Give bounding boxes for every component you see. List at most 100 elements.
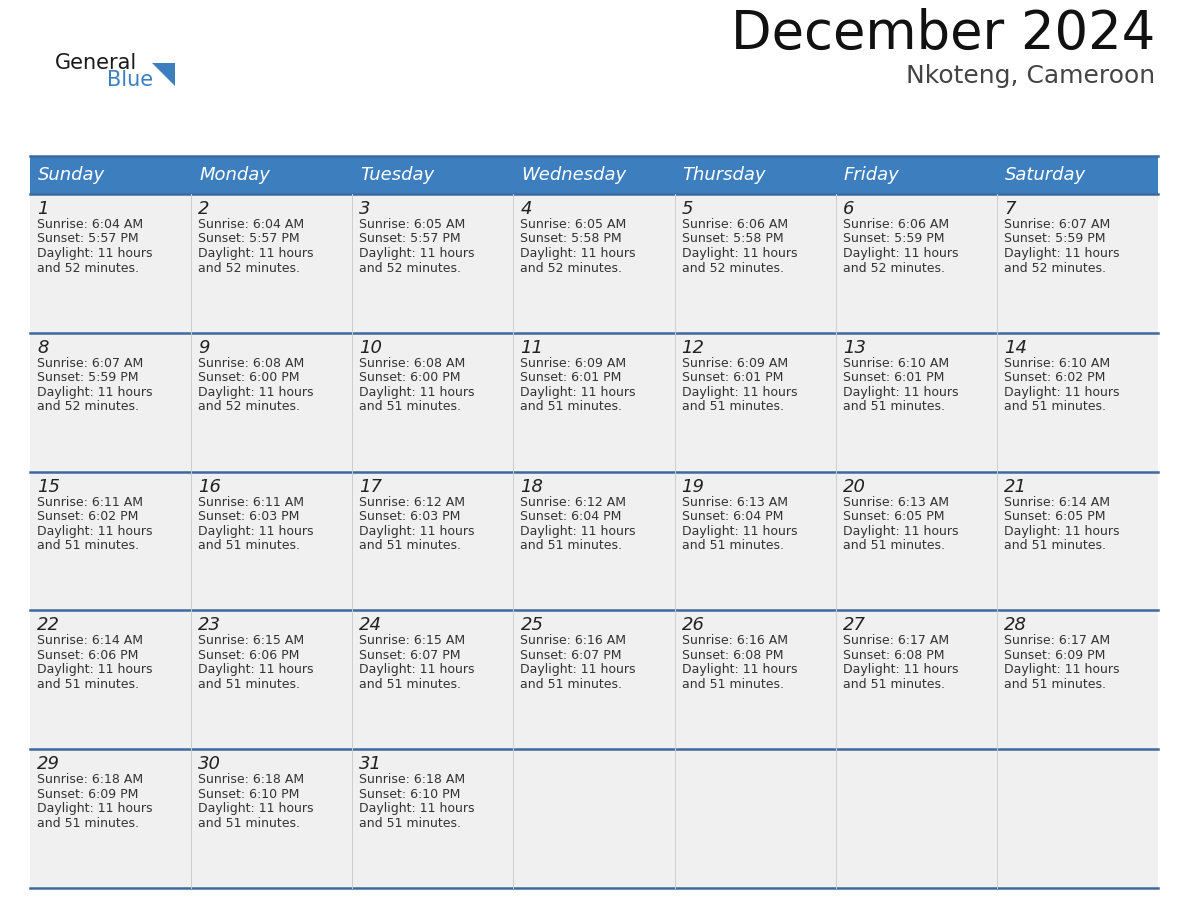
Text: Daylight: 11 hours: Daylight: 11 hours: [198, 664, 314, 677]
Text: 21: 21: [1004, 477, 1026, 496]
Text: General: General: [55, 53, 138, 73]
Text: and 52 minutes.: and 52 minutes.: [842, 262, 944, 274]
Text: Daylight: 11 hours: Daylight: 11 hours: [359, 247, 475, 260]
Text: Sunset: 6:04 PM: Sunset: 6:04 PM: [682, 510, 783, 523]
Text: Daylight: 11 hours: Daylight: 11 hours: [1004, 386, 1119, 398]
Text: Daylight: 11 hours: Daylight: 11 hours: [842, 524, 959, 538]
Text: Sunrise: 6:18 AM: Sunrise: 6:18 AM: [37, 773, 143, 786]
Text: and 51 minutes.: and 51 minutes.: [520, 539, 623, 552]
Text: 25: 25: [520, 616, 543, 634]
Text: Sunrise: 6:07 AM: Sunrise: 6:07 AM: [37, 357, 144, 370]
Text: Daylight: 11 hours: Daylight: 11 hours: [198, 524, 314, 538]
Bar: [30, 194, 1158, 333]
Text: Sunrise: 6:11 AM: Sunrise: 6:11 AM: [198, 496, 304, 509]
Text: Daylight: 11 hours: Daylight: 11 hours: [1004, 524, 1119, 538]
Text: 16: 16: [198, 477, 221, 496]
Text: 17: 17: [359, 477, 383, 496]
Bar: [30, 156, 191, 194]
Text: Daylight: 11 hours: Daylight: 11 hours: [359, 802, 475, 815]
Polygon shape: [152, 63, 175, 86]
Text: and 51 minutes.: and 51 minutes.: [520, 677, 623, 691]
Text: and 52 minutes.: and 52 minutes.: [1004, 262, 1106, 274]
Text: 23: 23: [198, 616, 221, 634]
Text: 5: 5: [682, 200, 693, 218]
Text: Daylight: 11 hours: Daylight: 11 hours: [682, 524, 797, 538]
Text: 14: 14: [1004, 339, 1026, 357]
Text: Saturday: Saturday: [1005, 166, 1086, 184]
Text: and 51 minutes.: and 51 minutes.: [1004, 677, 1106, 691]
Text: Sunset: 6:08 PM: Sunset: 6:08 PM: [842, 649, 944, 662]
Text: Sunrise: 6:17 AM: Sunrise: 6:17 AM: [1004, 634, 1110, 647]
Text: 10: 10: [359, 339, 383, 357]
Text: Daylight: 11 hours: Daylight: 11 hours: [520, 386, 636, 398]
Text: 8: 8: [37, 339, 49, 357]
Text: 28: 28: [1004, 616, 1026, 634]
Text: Sunset: 5:58 PM: Sunset: 5:58 PM: [520, 232, 623, 245]
Text: and 52 minutes.: and 52 minutes.: [198, 400, 301, 413]
Text: Sunset: 6:01 PM: Sunset: 6:01 PM: [520, 371, 621, 385]
Text: Sunset: 6:07 PM: Sunset: 6:07 PM: [520, 649, 623, 662]
Text: Sunrise: 6:15 AM: Sunrise: 6:15 AM: [359, 634, 466, 647]
Text: Sunset: 6:08 PM: Sunset: 6:08 PM: [682, 649, 783, 662]
Text: 12: 12: [682, 339, 704, 357]
Text: Daylight: 11 hours: Daylight: 11 hours: [842, 386, 959, 398]
Text: Daylight: 11 hours: Daylight: 11 hours: [37, 524, 152, 538]
Text: and 51 minutes.: and 51 minutes.: [198, 677, 301, 691]
Text: Sunset: 5:57 PM: Sunset: 5:57 PM: [198, 232, 299, 245]
Text: Sunrise: 6:18 AM: Sunrise: 6:18 AM: [359, 773, 466, 786]
Bar: [513, 156, 675, 194]
Text: Daylight: 11 hours: Daylight: 11 hours: [1004, 247, 1119, 260]
Text: and 51 minutes.: and 51 minutes.: [359, 539, 461, 552]
Bar: [30, 749, 1158, 888]
Text: Daylight: 11 hours: Daylight: 11 hours: [682, 386, 797, 398]
Bar: [675, 156, 835, 194]
Text: and 51 minutes.: and 51 minutes.: [37, 677, 139, 691]
Text: 13: 13: [842, 339, 866, 357]
Text: 20: 20: [842, 477, 866, 496]
Text: and 51 minutes.: and 51 minutes.: [1004, 400, 1106, 413]
Text: Sunrise: 6:08 AM: Sunrise: 6:08 AM: [198, 357, 304, 370]
Text: Sunset: 5:57 PM: Sunset: 5:57 PM: [359, 232, 461, 245]
Text: Sunrise: 6:13 AM: Sunrise: 6:13 AM: [682, 496, 788, 509]
Text: Sunset: 6:02 PM: Sunset: 6:02 PM: [1004, 371, 1105, 385]
Text: 18: 18: [520, 477, 543, 496]
Text: and 51 minutes.: and 51 minutes.: [682, 400, 784, 413]
Text: Wednesday: Wednesday: [522, 166, 626, 184]
Text: Sunrise: 6:10 AM: Sunrise: 6:10 AM: [1004, 357, 1110, 370]
Text: Sunset: 5:59 PM: Sunset: 5:59 PM: [842, 232, 944, 245]
Text: Sunset: 6:03 PM: Sunset: 6:03 PM: [359, 510, 461, 523]
Text: Sunset: 6:01 PM: Sunset: 6:01 PM: [842, 371, 944, 385]
Text: Daylight: 11 hours: Daylight: 11 hours: [520, 524, 636, 538]
Text: Daylight: 11 hours: Daylight: 11 hours: [520, 247, 636, 260]
Text: 31: 31: [359, 756, 383, 773]
Text: Sunrise: 6:15 AM: Sunrise: 6:15 AM: [198, 634, 304, 647]
Text: and 51 minutes.: and 51 minutes.: [37, 817, 139, 830]
Text: Sunrise: 6:14 AM: Sunrise: 6:14 AM: [37, 634, 143, 647]
Text: Sunrise: 6:14 AM: Sunrise: 6:14 AM: [1004, 496, 1110, 509]
Text: and 51 minutes.: and 51 minutes.: [520, 400, 623, 413]
Text: 7: 7: [1004, 200, 1016, 218]
Text: Sunset: 6:06 PM: Sunset: 6:06 PM: [37, 649, 138, 662]
Text: Daylight: 11 hours: Daylight: 11 hours: [842, 247, 959, 260]
Text: 24: 24: [359, 616, 383, 634]
Text: Tuesday: Tuesday: [360, 166, 435, 184]
Text: 1: 1: [37, 200, 49, 218]
Text: Daylight: 11 hours: Daylight: 11 hours: [37, 386, 152, 398]
Bar: [30, 333, 1158, 472]
Text: 3: 3: [359, 200, 371, 218]
Text: Daylight: 11 hours: Daylight: 11 hours: [37, 664, 152, 677]
Text: 2: 2: [198, 200, 209, 218]
Text: Daylight: 11 hours: Daylight: 11 hours: [520, 664, 636, 677]
Text: Sunrise: 6:04 AM: Sunrise: 6:04 AM: [37, 218, 143, 231]
Text: Sunrise: 6:04 AM: Sunrise: 6:04 AM: [198, 218, 304, 231]
Text: 11: 11: [520, 339, 543, 357]
Text: Sunset: 6:10 PM: Sunset: 6:10 PM: [359, 788, 461, 800]
Text: Sunrise: 6:10 AM: Sunrise: 6:10 AM: [842, 357, 949, 370]
Text: Sunset: 5:59 PM: Sunset: 5:59 PM: [37, 371, 139, 385]
Text: and 51 minutes.: and 51 minutes.: [842, 400, 944, 413]
Text: Sunset: 6:04 PM: Sunset: 6:04 PM: [520, 510, 621, 523]
Text: Daylight: 11 hours: Daylight: 11 hours: [198, 802, 314, 815]
Text: and 51 minutes.: and 51 minutes.: [842, 677, 944, 691]
Text: Sunset: 5:57 PM: Sunset: 5:57 PM: [37, 232, 139, 245]
Text: 15: 15: [37, 477, 61, 496]
